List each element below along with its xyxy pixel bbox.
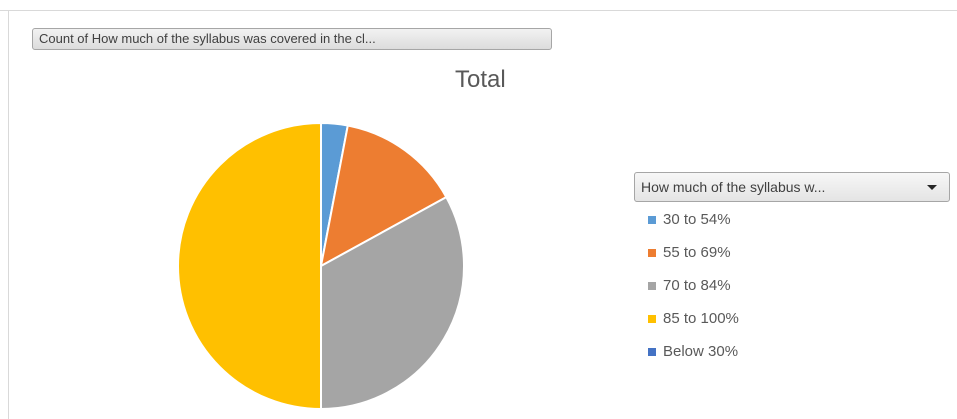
values-field-button[interactable]: Count of How much of the syllabus was co… [32,28,552,50]
legend-swatch [648,281,656,290]
legend-item[interactable]: Below 30% [648,335,739,368]
legend-filter-label: How much of the syllabus w... [641,179,826,195]
legend-item[interactable]: 30 to 54% [648,203,739,236]
legend: 30 to 54% 55 to 69% 70 to 84% 85 to 100% Bel… [648,203,739,368]
legend-label: Below 30% [663,343,739,360]
chart-title: Total [455,66,506,93]
legend-swatch [648,314,656,323]
legend-filter-dropdown[interactable]: How much of the syllabus w... [634,172,950,202]
legend-label: 70 to 84% [663,277,731,294]
chart-frame-left-border [8,10,9,419]
pie-slice-55-to-69[interactable] [319,124,448,268]
legend-item[interactable]: 85 to 100% [648,302,739,335]
pie-slice-85-to-100[interactable] [177,121,322,411]
legend-swatch [648,347,656,356]
legend-label: 85 to 100% [663,310,739,327]
chart-frame-top-border [0,10,957,11]
legend-label: 55 to 69% [663,244,731,261]
legend-item[interactable]: 55 to 69% [648,236,739,269]
legend-label: 30 to 54% [663,211,731,228]
legend-swatch [648,215,656,224]
pie-slice-70-to-84[interactable] [320,195,465,411]
legend-swatch [648,248,656,257]
legend-item[interactable]: 70 to 84% [648,269,739,302]
dropdown-arrow-icon[interactable] [927,185,937,190]
